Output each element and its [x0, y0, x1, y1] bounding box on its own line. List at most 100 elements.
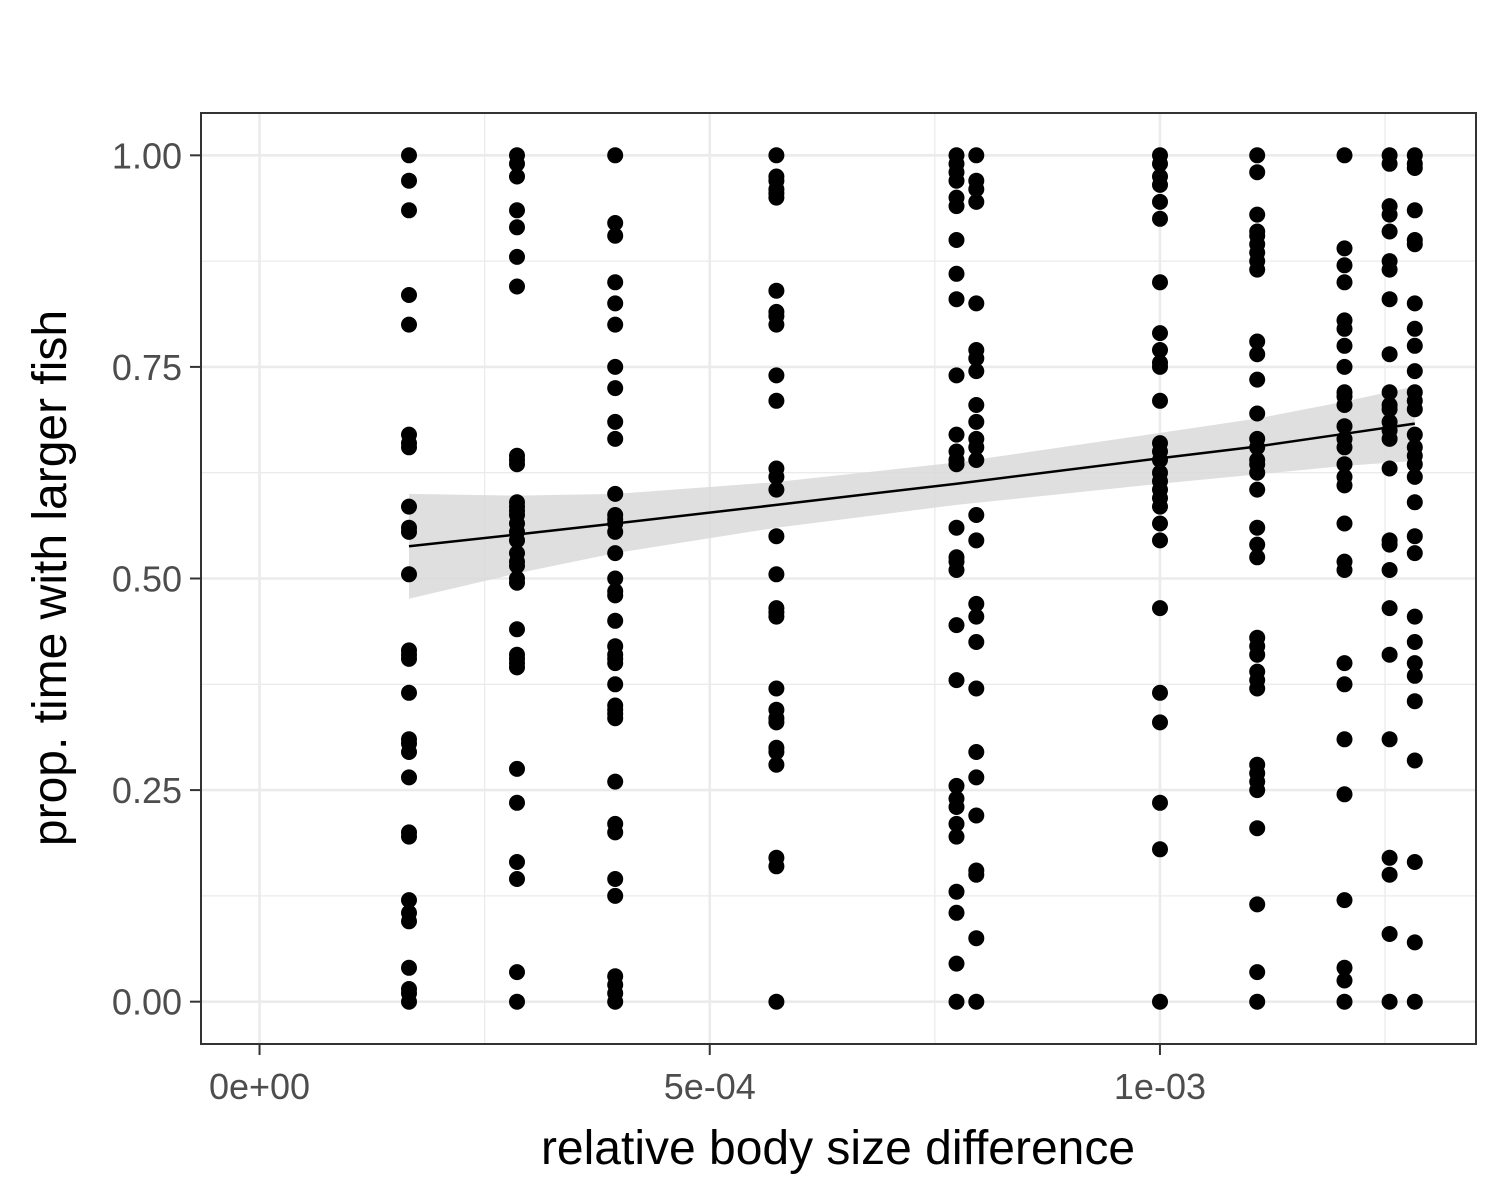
data-point [1152, 210, 1168, 227]
data-point [509, 760, 525, 777]
data-point [1381, 731, 1398, 748]
data-point [1336, 320, 1353, 337]
data-point [607, 316, 624, 333]
data-point [1381, 536, 1398, 553]
data-point [768, 993, 785, 1010]
data-point [1381, 206, 1398, 223]
data-point [1336, 993, 1353, 1010]
data-point [1152, 392, 1168, 409]
data-point [1249, 782, 1266, 799]
data-point [1336, 731, 1353, 748]
data-point [1336, 337, 1353, 354]
data-point [968, 807, 985, 824]
data-point [1381, 430, 1398, 447]
data-point [1406, 494, 1423, 511]
data-point [401, 913, 417, 930]
data-point [968, 532, 985, 549]
data-point [968, 634, 985, 650]
data-point [607, 274, 624, 291]
data-point [1406, 752, 1423, 769]
data-point [1406, 295, 1423, 312]
data-point [1249, 536, 1266, 553]
data-point [607, 380, 624, 397]
x-tick-label: 0e+00 [209, 1066, 310, 1107]
data-point [1152, 325, 1168, 342]
data-point [401, 172, 417, 189]
data-point [1152, 684, 1168, 701]
data-point [1152, 841, 1168, 858]
data-point [968, 363, 985, 380]
data-point [509, 248, 525, 265]
data-point [948, 562, 965, 578]
x-tick-label: 1e-03 [1114, 1066, 1206, 1107]
data-point [1406, 456, 1423, 473]
data-point [948, 232, 965, 248]
fit-line-layer [408, 422, 1415, 548]
data-point [1406, 528, 1423, 545]
x-axis-title: relative body size difference [541, 1122, 1135, 1175]
data-point [401, 287, 417, 303]
data-point [1381, 346, 1398, 363]
data-point [401, 650, 417, 667]
data-point [948, 617, 965, 634]
data-point [948, 367, 965, 384]
data-point [1406, 655, 1423, 672]
data-point [1249, 820, 1266, 837]
data-point [948, 815, 965, 832]
data-point [607, 612, 624, 629]
data-point [1381, 261, 1398, 278]
data-point [948, 955, 965, 972]
y-axis-title: prop. time with larger fish [24, 310, 77, 846]
data-point [1336, 515, 1353, 532]
data-point [1406, 401, 1423, 418]
data-point [607, 993, 624, 1010]
data-point [509, 659, 525, 676]
y-tick-label: 1.00 [112, 135, 182, 176]
data-point [1406, 363, 1423, 380]
data-point [1381, 384, 1398, 401]
data-point [509, 219, 525, 236]
data-point [968, 295, 985, 312]
data-point [1336, 418, 1353, 435]
data-point [948, 993, 965, 1010]
data-point [1336, 676, 1353, 693]
data-point [607, 147, 624, 164]
data-point [401, 769, 417, 786]
data-point [1336, 786, 1353, 803]
data-point [768, 468, 785, 485]
data-point [948, 456, 965, 473]
data-point [1381, 926, 1398, 942]
data-point [1406, 236, 1423, 253]
data-point [1152, 600, 1168, 617]
data-point [1152, 532, 1168, 549]
data-point [768, 566, 785, 583]
data-point [1381, 460, 1398, 477]
data-point [401, 147, 417, 164]
data-point [1336, 892, 1353, 909]
data-point [607, 887, 624, 904]
data-point [968, 769, 985, 786]
data-point [401, 684, 417, 701]
data-point [1249, 464, 1266, 481]
data-point [968, 930, 985, 947]
data-point [768, 680, 785, 697]
data-point [948, 672, 965, 689]
data-point [509, 155, 525, 172]
data-point [1152, 498, 1168, 515]
data-point [509, 532, 525, 549]
data-point [1249, 646, 1266, 663]
data-point [768, 189, 785, 206]
data-point [607, 523, 624, 540]
x-tick-label: 5e-04 [664, 1066, 756, 1107]
data-point [607, 358, 624, 375]
data-point [401, 498, 417, 515]
data-point [607, 587, 624, 604]
data-point [968, 595, 985, 612]
data-point [948, 799, 965, 815]
data-point [1381, 849, 1398, 866]
data-point [1406, 545, 1423, 562]
data-point [948, 172, 965, 189]
data-point [1152, 358, 1168, 375]
data-point [401, 959, 417, 976]
